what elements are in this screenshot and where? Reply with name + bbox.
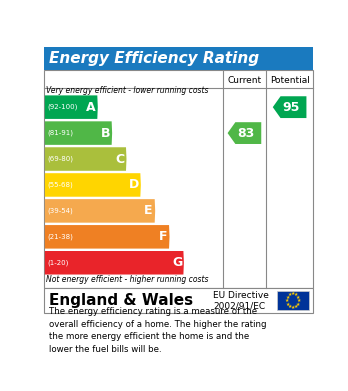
Text: (21-38): (21-38): [48, 233, 73, 240]
Text: D: D: [129, 178, 139, 192]
Text: Current: Current: [227, 75, 261, 84]
Text: ★: ★: [288, 304, 292, 309]
Text: ★: ★: [285, 295, 290, 300]
Text: Not energy efficient - higher running costs: Not energy efficient - higher running co…: [46, 274, 209, 283]
Text: B: B: [101, 127, 110, 140]
FancyBboxPatch shape: [44, 47, 313, 70]
Polygon shape: [45, 121, 112, 145]
Text: (1-20): (1-20): [48, 260, 69, 266]
Text: F: F: [159, 230, 167, 243]
Text: ★: ★: [285, 298, 289, 303]
Text: E: E: [144, 204, 153, 217]
Text: (92-100): (92-100): [48, 104, 78, 110]
FancyBboxPatch shape: [44, 70, 313, 288]
Polygon shape: [45, 251, 184, 274]
Text: ★: ★: [285, 301, 290, 307]
Text: G: G: [172, 256, 182, 269]
Text: (55-68): (55-68): [48, 182, 73, 188]
Text: ★: ★: [291, 305, 295, 310]
Text: Energy Efficiency Rating: Energy Efficiency Rating: [49, 51, 259, 66]
Polygon shape: [45, 199, 155, 222]
Text: Potential: Potential: [270, 75, 309, 84]
Text: ★: ★: [294, 304, 298, 309]
Text: (39-54): (39-54): [48, 208, 73, 214]
Text: ★: ★: [296, 295, 300, 300]
Text: (81-91): (81-91): [48, 130, 73, 136]
Text: ★: ★: [296, 301, 300, 307]
Text: 95: 95: [283, 100, 300, 114]
Text: England & Wales: England & Wales: [49, 293, 193, 308]
Text: C: C: [115, 152, 124, 165]
Polygon shape: [45, 147, 126, 171]
Text: The energy efficiency rating is a measure of the
overall efficiency of a home. T: The energy efficiency rating is a measur…: [49, 307, 267, 354]
Polygon shape: [45, 173, 141, 197]
Text: 83: 83: [237, 127, 255, 140]
Text: A: A: [86, 100, 96, 114]
Polygon shape: [45, 225, 169, 249]
Polygon shape: [228, 122, 261, 144]
Polygon shape: [45, 95, 98, 119]
Text: ★: ★: [297, 298, 301, 303]
FancyBboxPatch shape: [44, 288, 313, 313]
Text: Very energy efficient - lower running costs: Very energy efficient - lower running co…: [46, 86, 209, 95]
Text: (69-80): (69-80): [48, 156, 73, 162]
FancyBboxPatch shape: [277, 291, 309, 310]
Text: ★: ★: [291, 291, 295, 296]
Text: ★: ★: [288, 292, 292, 297]
Polygon shape: [273, 96, 307, 118]
Text: EU Directive
2002/91/EC: EU Directive 2002/91/EC: [213, 291, 269, 310]
Text: ★: ★: [294, 292, 298, 297]
